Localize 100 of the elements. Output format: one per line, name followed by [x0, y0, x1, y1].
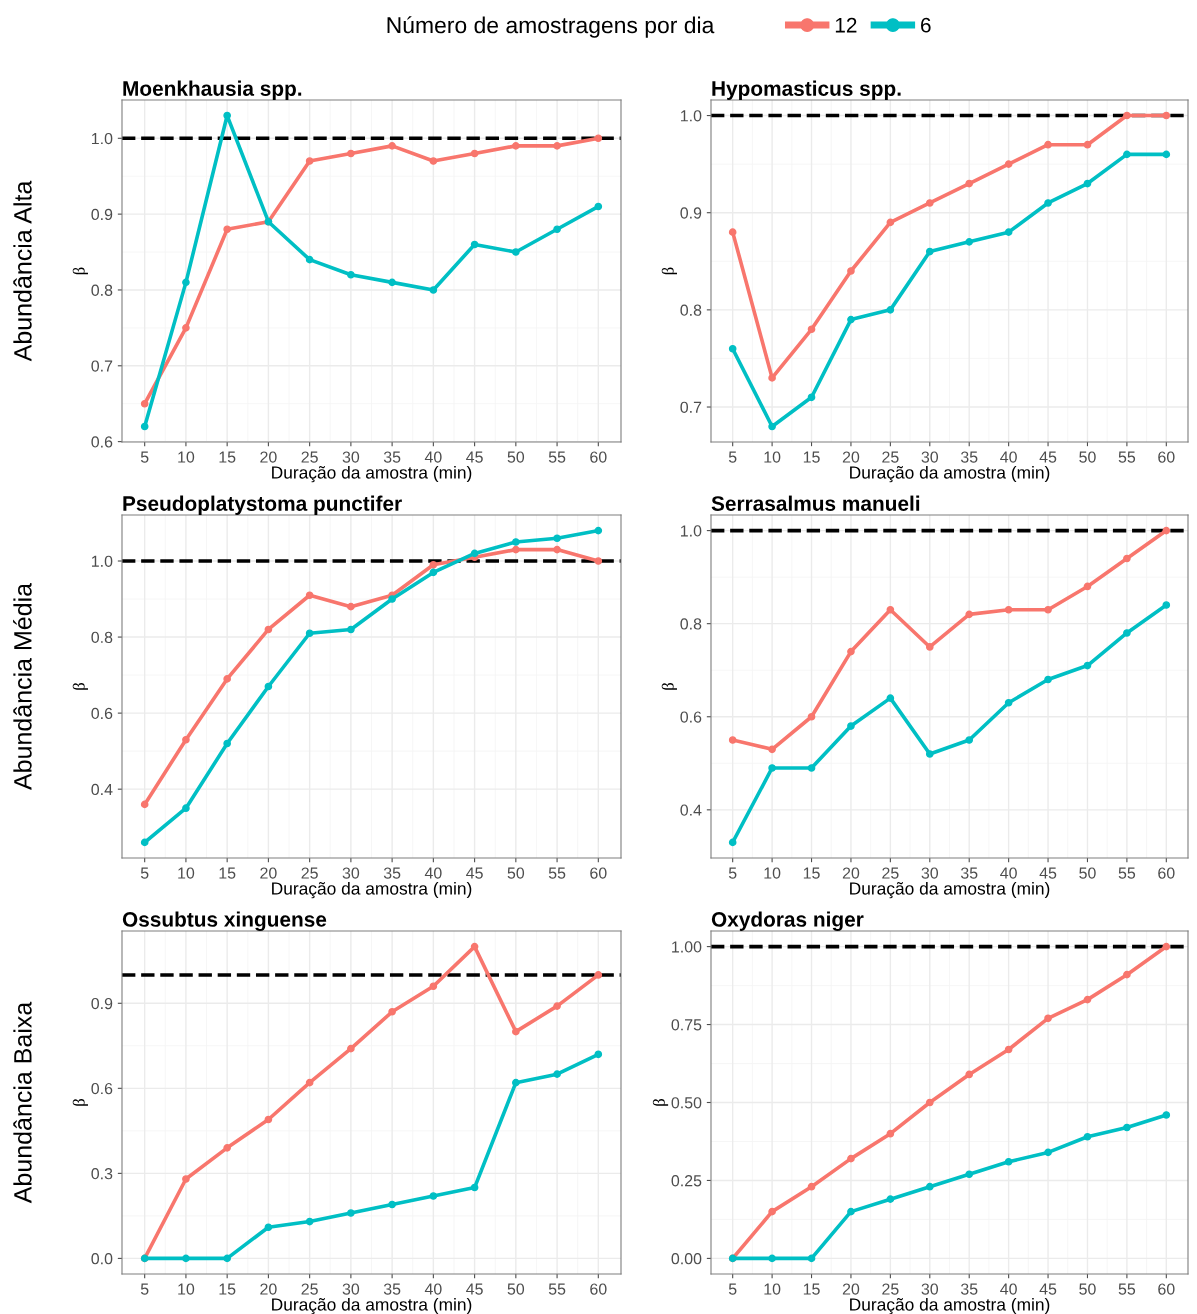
point	[388, 595, 396, 603]
y-tick-label: 0.9	[680, 207, 702, 219]
point	[1123, 554, 1131, 563]
point	[223, 1254, 231, 1263]
x-tick-label: 30	[342, 867, 360, 879]
point	[1123, 1123, 1131, 1132]
x-tick-label: 50	[507, 1283, 525, 1295]
point	[1123, 150, 1131, 159]
x-tick-label: 20	[260, 867, 277, 879]
point	[182, 1254, 190, 1263]
x-tick-label: 55	[1118, 451, 1136, 463]
y-axis-title: β	[661, 267, 677, 275]
y-tick-label: 0.4	[91, 783, 113, 796]
y-tick-label: 0.6	[680, 711, 702, 723]
x-tick-label: 60	[1158, 1283, 1175, 1295]
x-tick-label: 20	[842, 451, 860, 463]
x-tick-label: 5	[728, 451, 737, 463]
x-tick-label: 10	[764, 1283, 781, 1295]
point	[807, 1254, 816, 1263]
point	[512, 1078, 520, 1087]
point	[553, 142, 561, 150]
point	[429, 157, 438, 165]
x-tick-label: 35	[960, 867, 978, 879]
point	[886, 1129, 895, 1138]
x-tick-label: 50	[507, 451, 525, 463]
y-tick-label: 0.6	[91, 1082, 113, 1095]
x-axis-title: Duração da amostra (min)	[850, 1297, 1050, 1314]
x-tick-label: 35	[960, 1283, 978, 1295]
x-tick-label: 20	[842, 1283, 860, 1295]
legend-label: 12	[835, 17, 857, 33]
y-tick-label: 0.7	[680, 401, 702, 413]
point	[807, 764, 816, 772]
point	[965, 610, 974, 619]
y-tick-label: 1.0	[91, 132, 113, 145]
point	[140, 800, 149, 809]
point	[223, 1144, 231, 1152]
point	[768, 374, 776, 382]
y-axis-title: β	[652, 1098, 669, 1106]
point	[512, 248, 520, 256]
x-tick-label: 10	[178, 867, 195, 879]
point	[1162, 1111, 1171, 1119]
y-tick-label: 0.6	[91, 707, 113, 720]
point	[1162, 150, 1171, 159]
x-tick-label: 15	[803, 451, 820, 463]
chart-title: Hypomasticus spp.	[712, 80, 901, 100]
point	[305, 157, 314, 165]
x-tick-label: 60	[1158, 867, 1175, 879]
point	[182, 1175, 190, 1183]
x-tick-label: 60	[1158, 451, 1175, 463]
point	[847, 647, 855, 656]
point	[140, 422, 149, 431]
text: Abundância Baixa	[13, 1001, 32, 1204]
y-tick-label: 0.8	[91, 284, 113, 296]
point	[1004, 1045, 1013, 1054]
point	[965, 238, 974, 246]
point	[305, 591, 314, 600]
point	[1162, 942, 1171, 951]
x-tick-label: 35	[383, 451, 401, 463]
point	[768, 745, 776, 754]
y-tick-label: 0.9	[91, 997, 113, 1010]
point	[1004, 605, 1013, 614]
x-tick-label: 25	[301, 451, 318, 463]
x-tick-label: 5	[140, 867, 149, 879]
chart-title: Ossubtus xinguense	[122, 911, 327, 931]
point	[347, 270, 355, 279]
point	[847, 1154, 855, 1163]
point	[965, 1170, 974, 1179]
y-tick-label: 0.00	[671, 1253, 702, 1265]
chart-title: Moenkhausia spp.	[123, 80, 302, 100]
x-tick-label: 50	[1079, 451, 1096, 463]
x-tick-label: 10	[178, 1283, 195, 1295]
y-tick-label: 0.7	[91, 360, 113, 372]
point	[264, 1115, 273, 1124]
point	[470, 549, 479, 558]
chart-title: Serrasalmus manueli	[711, 495, 920, 511]
point	[182, 804, 190, 813]
point	[429, 568, 438, 577]
x-tick-label: 5	[140, 1283, 149, 1295]
point	[223, 675, 231, 683]
x-tick-label: 40	[1000, 451, 1017, 463]
point	[429, 286, 438, 294]
x-tick-label: 40	[424, 867, 442, 879]
point	[807, 325, 816, 334]
point	[388, 1007, 396, 1016]
x-tick-label: 50	[507, 867, 525, 879]
legend-label: 6	[921, 17, 931, 33]
text: Abundância Média	[13, 582, 32, 790]
x-tick-label: 20	[260, 1283, 277, 1295]
point	[347, 1209, 355, 1217]
x-tick-label: 45	[1039, 1283, 1057, 1295]
point	[140, 838, 149, 847]
point	[305, 1078, 314, 1087]
x-axis-title: Duração da amostra (min)	[272, 465, 472, 483]
point	[886, 605, 895, 614]
point	[728, 736, 737, 744]
x-tick-label: 10	[764, 867, 781, 879]
point	[847, 267, 855, 275]
point	[347, 149, 355, 158]
x-tick-label: 40	[1000, 1283, 1017, 1295]
y-tick-label: 1.0	[680, 110, 702, 122]
